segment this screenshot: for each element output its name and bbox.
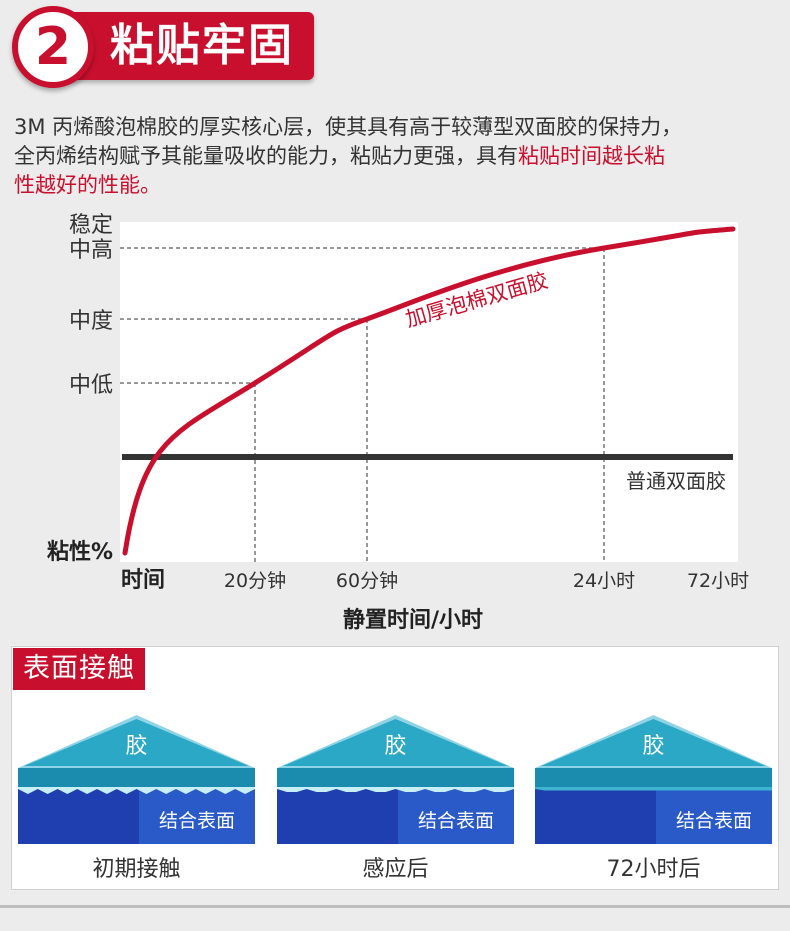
surface-label: 结合表面 — [676, 810, 752, 832]
x-tick-label-24h: 24小时 — [573, 570, 635, 592]
glue-label: 胶 — [384, 734, 406, 759]
surface-slab-face — [656, 789, 772, 844]
glue-slab — [18, 768, 255, 788]
surface-label: 结合表面 — [418, 810, 494, 832]
stage-caption: 初期接触 — [92, 857, 180, 882]
glue-roof-face — [283, 719, 508, 766]
y-axis-label: 粘性% — [47, 540, 113, 565]
description-line-2: 全丙烯结构赋予其能量吸收的能力，粘贴力更强，具有粘贴时间越长粘 — [14, 142, 784, 171]
contact-diagram: 胶 结合表面 初期接触 胶 结合表面 感应后 胶 结合表面 72小时后 — [18, 715, 772, 882]
contact-interface — [18, 787, 255, 794]
description-text: 3M 丙烯酸泡棉胶的厚实核心层，使其具有高于较薄型双面胶的保持力， 全丙烯结构赋… — [14, 113, 784, 200]
glue-label: 胶 — [642, 734, 664, 759]
glue-roof-face — [541, 719, 766, 766]
surface-slab-face — [139, 789, 255, 844]
title-bar — [62, 12, 314, 80]
chart-svg: 加厚泡棉双面胶 普通双面胶 稳定 中低 中度 中高 粘性% 时间 20分钟 60… — [47, 213, 749, 633]
stage-caption: 72小时后 — [607, 857, 701, 882]
contact-block-after-induction: 胶 结合表面 感应后 — [277, 715, 514, 882]
x-origin-label: 时间 — [121, 568, 165, 593]
description-line-1: 3M 丙烯酸泡棉胶的厚实核心层，使其具有高于较薄型双面胶的保持力， — [14, 115, 683, 139]
y-label-top: 稳定 — [69, 213, 113, 238]
x-tick-label-20min: 20分钟 — [224, 570, 286, 592]
series-line-foam-tape — [122, 226, 736, 556]
description-highlight-2: 性越好的性能。 — [14, 173, 161, 197]
glue-slab — [277, 768, 514, 788]
section-title: 粘贴牢固 — [110, 20, 294, 71]
panel-tag: 表面接触 — [13, 648, 145, 690]
contact-interface — [277, 787, 514, 792]
x-tick-label-72h: 72小时 — [687, 570, 749, 592]
y-tick-label-mid: 中度 — [69, 309, 113, 334]
description-highlight-1: 粘贴时间越长粘 — [518, 144, 665, 168]
guide-lines — [120, 247, 605, 562]
glue-slab — [535, 768, 772, 788]
surface-label: 结合表面 — [159, 810, 235, 832]
bottom-divider — [0, 905, 790, 908]
x-axis-label: 静置时间/小时 — [343, 607, 483, 633]
description-line-2-normal: 全丙烯结构赋予其能量吸收的能力，粘贴力更强，具有 — [14, 144, 518, 168]
contact-interface — [535, 787, 772, 791]
stage-caption: 感应后 — [362, 857, 428, 882]
plot-area — [120, 222, 738, 562]
glue-roof-face — [24, 719, 249, 766]
contact-block-initial: 胶 结合表面 初期接触 — [18, 715, 255, 882]
section-number: 2 — [34, 17, 72, 77]
x-tick-label-60min: 60分钟 — [336, 570, 398, 592]
series-label-regular-tape: 普通双面胶 — [626, 469, 726, 493]
glue-label: 胶 — [125, 734, 147, 759]
adhesion-chart: 加厚泡棉双面胶 普通双面胶 稳定 中低 中度 中高 粘性% 时间 20分钟 60… — [0, 205, 790, 645]
surface-contact-panel: 表面接触 胶 结合表面 初期接触 胶 结合表面 感应后 胶 结合表面 72小时后 — [11, 646, 779, 890]
contact-block-72h: 胶 结合表面 72小时后 — [535, 715, 772, 882]
y-tick-label-low: 中低 — [69, 373, 113, 398]
surface-slab-face — [398, 789, 514, 844]
section-header: 粘贴牢固 2 — [0, 0, 790, 95]
section-number-badge: 2 — [12, 6, 94, 88]
y-tick-label-high: 中高 — [69, 238, 113, 263]
